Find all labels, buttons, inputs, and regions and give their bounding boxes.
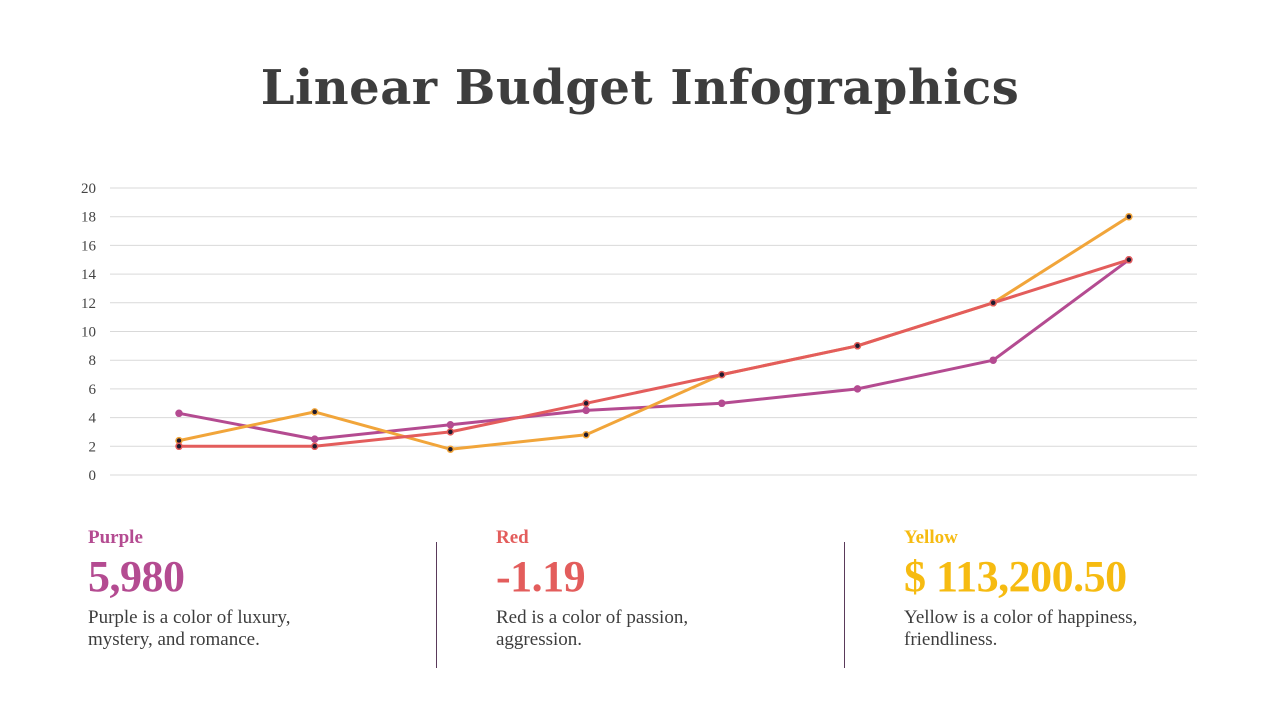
stat-purple-label: Purple [88, 527, 143, 548]
stat-divider-1 [436, 542, 437, 668]
data-point-purple-4 [582, 406, 590, 415]
y-tick-label-18: 18 [81, 210, 96, 226]
stat-yellow-description: Yellow is a color of happiness, friendli… [904, 607, 1244, 651]
data-point-yellow-8 [1125, 212, 1133, 221]
data-point-purple-5 [718, 399, 726, 408]
y-tick-label-16: 16 [81, 238, 97, 254]
data-point-red-4 [582, 399, 590, 408]
y-tick-label-2: 2 [89, 439, 97, 455]
data-point-purple-6 [853, 385, 862, 393]
stat-red-description-line2: aggression. [496, 629, 583, 650]
stat-red: Red -1.19 Red is a color of passion, agg… [496, 525, 796, 651]
stat-red-value: -1.19 [496, 552, 586, 601]
data-point-red-2 [310, 442, 319, 451]
y-tick-label-8: 8 [89, 353, 97, 369]
stat-yellow: Yellow $ 113,200.50 Yellow is a color of… [904, 525, 1244, 651]
data-point-purple-2 [310, 435, 319, 443]
y-tick-label-12: 12 [81, 296, 96, 312]
stats-row: Purple 5,980 Purple is a color of luxury… [0, 525, 1280, 675]
y-tick-label-0: 0 [89, 468, 97, 484]
stat-purple-description-line2: mystery, and romance. [88, 629, 260, 650]
series-line-yellow [177, 215, 1131, 451]
data-point-red-7 [989, 299, 997, 307]
series-line-red [177, 258, 1131, 448]
stat-purple-description-line1: Purple is a color of luxury, [88, 607, 291, 628]
page-title: Linear Budget Infographics [260, 60, 1020, 116]
y-tick-label-4: 4 [89, 411, 97, 427]
data-point-red-8 [1125, 256, 1133, 264]
stat-red-description-line1: Red is a color of passion, [496, 607, 689, 628]
series-line-purple [177, 258, 1131, 441]
line-chart: 0 2 4 6 8 10 12 14 16 18 20 [81, 181, 1197, 484]
stat-yellow-description-line2: friendliness. [904, 629, 998, 650]
y-tick-label-6: 6 [89, 382, 97, 398]
data-point-purple-1 [175, 409, 183, 418]
chart-points [175, 212, 1133, 453]
stat-red-label: Red [496, 527, 529, 548]
data-point-yellow-2 [310, 408, 319, 416]
data-point-red-1 [175, 442, 183, 451]
y-tick-label-10: 10 [81, 325, 96, 341]
data-point-yellow-3 [446, 445, 455, 453]
stat-red-description: Red is a color of passion, aggression. [496, 607, 796, 651]
stat-divider-2 [844, 542, 845, 668]
stat-purple-description: Purple is a color of luxury, mystery, an… [88, 607, 388, 651]
data-point-red-3 [446, 428, 455, 436]
stat-yellow-label: Yellow [904, 527, 958, 548]
data-point-purple-3 [446, 421, 455, 429]
data-point-yellow-4 [582, 431, 590, 439]
stat-purple-value: 5,980 [88, 552, 185, 601]
y-tick-label-14: 14 [81, 267, 97, 283]
stat-purple: Purple 5,980 Purple is a color of luxury… [88, 525, 388, 651]
stat-yellow-value: $ 113,200.50 [904, 552, 1127, 601]
data-point-red-5 [718, 370, 726, 379]
stat-yellow-description-line1: Yellow is a color of happiness, [904, 607, 1138, 628]
y-axis-ticks: 0 2 4 6 8 10 12 14 16 18 20 [81, 181, 97, 484]
data-point-red-6 [853, 342, 862, 350]
data-point-purple-7 [989, 356, 997, 364]
y-tick-label-20: 20 [81, 181, 96, 197]
chart-series [177, 215, 1131, 451]
